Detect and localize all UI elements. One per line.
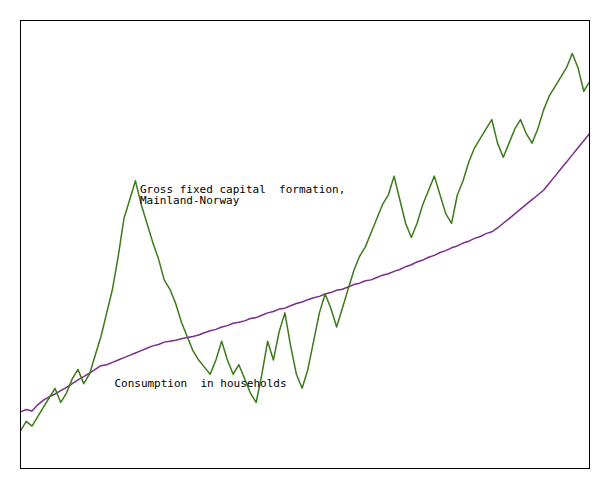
svg-text:Gross fixed capital formation: Gross fixed capital formation,Mainland-N…	[140, 183, 345, 207]
svg-text:Consumption in households: Consumption in households	[114, 377, 286, 390]
